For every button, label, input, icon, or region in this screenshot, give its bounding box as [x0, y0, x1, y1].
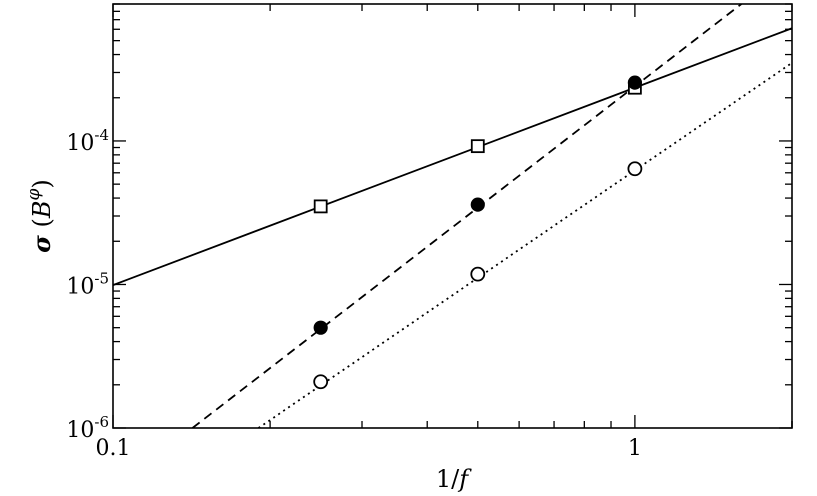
axis-ticks	[112, 3, 793, 429]
square-marker	[470, 139, 485, 154]
y-axis-title-close: )	[28, 179, 56, 188]
tick-labels: 0.1 1 10-6 10-5 10-4	[66, 126, 642, 461]
fit-line-dotted	[257, 62, 792, 428]
data-markers	[313, 75, 643, 390]
y-axis-title-open: (	[28, 218, 56, 235]
y-tick-label: 10-5	[66, 269, 109, 299]
x-tick-label: 1	[628, 436, 642, 461]
y-axis-title-sigma: σ	[27, 235, 56, 253]
fit-lines	[113, 4, 792, 428]
x-axis-title-text: 1/	[436, 465, 460, 493]
filled-circle-marker	[470, 197, 485, 212]
filled-circle-marker	[627, 75, 642, 90]
y-tick-label: 10-6	[66, 413, 109, 443]
y-axis-title-b: B	[28, 200, 56, 219]
x-axis-title-var: f	[457, 465, 472, 493]
filled-circle-marker	[313, 320, 328, 335]
open-circle-marker	[470, 266, 486, 282]
open-circle-marker	[313, 374, 329, 390]
y-axis-title-sup: φ	[24, 188, 44, 200]
open-circle-marker	[627, 161, 643, 177]
y-tick-label: 10-4	[66, 126, 109, 156]
fit-line-dashed	[191, 4, 742, 428]
fit-line-solid	[113, 27, 792, 286]
x-axis-title: 1/f	[436, 465, 472, 493]
y-axis-title: σ (Bφ)	[24, 179, 56, 253]
square-marker	[313, 199, 328, 214]
x-tick-label: 0.1	[96, 436, 131, 461]
